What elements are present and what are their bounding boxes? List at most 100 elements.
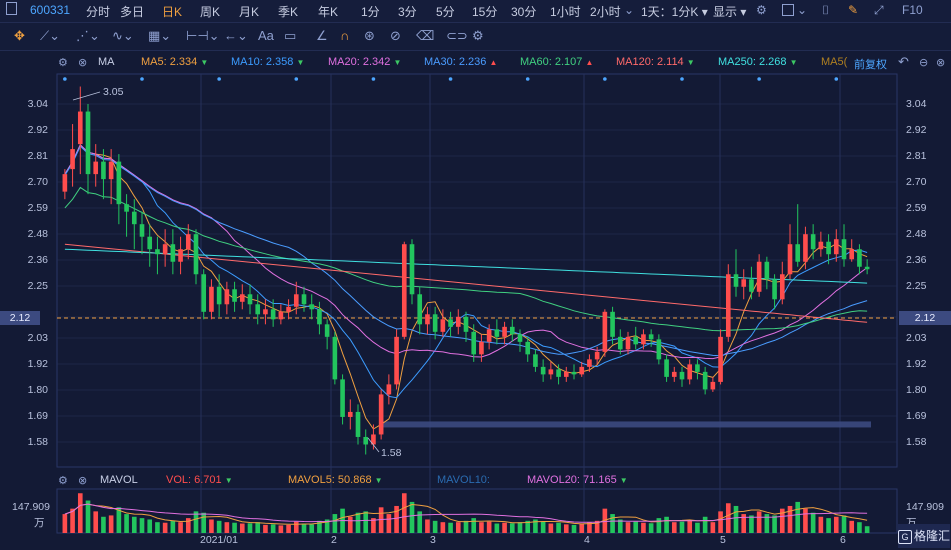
comment-icon[interactable]: ▭: [284, 28, 297, 43]
candle-body: [556, 369, 561, 377]
period-tab-5min[interactable]: 5分: [436, 5, 455, 19]
trash-icon[interactable]: ⌫: [416, 28, 435, 43]
eye-icon[interactable]: ⊛: [364, 28, 375, 43]
volume-bar: [170, 520, 176, 533]
period-tab-quarterly[interactable]: 季K: [278, 5, 299, 19]
camera-icon[interactable]: ⌷: [822, 3, 830, 17]
volume-bar: [479, 522, 484, 533]
candle-body: [648, 334, 654, 340]
mavol20-line: [64, 503, 868, 523]
event-marker: [448, 77, 453, 81]
candle-body: [131, 211, 137, 225]
candle-body: [293, 294, 299, 307]
ma-label[interactable]: MA: [98, 56, 115, 68]
close-icon[interactable]: ⊗: [78, 57, 88, 69]
volume-bar: [70, 508, 75, 533]
period-tab-intraday[interactable]: 分时: [86, 5, 111, 19]
text-tool-icon[interactable]: Aa: [258, 28, 274, 43]
candle-body: [209, 286, 214, 312]
ma20-value: MA20: 2.342 ▼: [328, 56, 402, 68]
ruler-icon[interactable]: ∠: [316, 28, 328, 43]
candle-body: [610, 311, 615, 337]
high-annotation: 3.05: [103, 86, 124, 98]
volume-bar: [401, 493, 407, 533]
adjust-mode-button[interactable]: 前复权: [852, 56, 887, 72]
range-dropdown[interactable]: 1天：1分K ▾: [641, 5, 708, 19]
link-icon[interactable]: ⊂⊃: [446, 28, 468, 43]
volume-bar: [710, 522, 716, 533]
fib-tool-icon[interactable]: ▦⌄: [148, 28, 172, 43]
period-tab-daily[interactable]: 日K: [162, 5, 183, 19]
period-tab-weekly[interactable]: 周K: [200, 5, 221, 19]
candle-body: [224, 289, 230, 305]
date-label: 4: [584, 534, 590, 546]
candle-body: [718, 336, 723, 382]
line-tool-icon[interactable]: ⟋⌄: [40, 28, 60, 43]
volume-bar: [656, 518, 662, 533]
wave-tool-icon[interactable]: ∿⌄: [112, 28, 134, 43]
period-tab-30min[interactable]: 30分: [511, 5, 537, 19]
period-toolbar: 600331 分时 多日 日K 周K 月K 季K 年K 1分 3分 5分 15分…: [0, 0, 951, 23]
candle-body: [332, 336, 338, 380]
f10-button[interactable]: F10: [902, 3, 923, 17]
event-marker: [217, 77, 221, 81]
volume-bar: [610, 514, 615, 533]
period-tab-yearly[interactable]: 年K: [318, 5, 339, 19]
period-tab-2hour[interactable]: 2小时: [590, 5, 621, 19]
magnet-icon[interactable]: ∩: [340, 28, 350, 43]
logo-g-icon: G: [898, 529, 912, 544]
volume-bar: [108, 515, 114, 533]
watermark-logo: G 格隆汇: [898, 524, 950, 548]
ma20-line: [64, 144, 868, 360]
ma60-value: MA60: 2.107 ▲: [520, 56, 594, 68]
channel-tool-icon[interactable]: ⋰⌄: [76, 28, 100, 43]
candle-body: [563, 371, 569, 377]
checkbox-icon[interactable]: [782, 4, 794, 19]
volume-bar: [255, 522, 261, 533]
gear-icon[interactable]: ⚙: [58, 475, 68, 487]
period-tab-monthly[interactable]: 月K: [239, 5, 260, 19]
candle-body: [440, 319, 446, 332]
candle-body: [62, 174, 68, 192]
candle-body: [170, 244, 176, 262]
minus-icon[interactable]: ⊖: [919, 57, 929, 69]
display-menu[interactable]: 显示 ▾: [713, 5, 747, 19]
fullscreen-icon[interactable]: ⤢: [874, 3, 884, 17]
low-annotation: 1.58: [381, 447, 402, 459]
candle-body: [77, 111, 83, 145]
gear-icon[interactable]: ⚙: [756, 3, 767, 17]
candle-body: [255, 304, 261, 315]
close-icon[interactable]: ⊗: [936, 57, 946, 69]
close-icon[interactable]: ⊗: [78, 475, 88, 487]
period-tab-3min[interactable]: 3分: [398, 5, 417, 19]
arrow-tool-icon[interactable]: ←⌄: [224, 28, 248, 43]
candle-body: [355, 411, 361, 437]
pencil-icon[interactable]: ✎: [848, 3, 859, 17]
period-tab-multiday[interactable]: 多日: [120, 5, 145, 19]
mavol-label[interactable]: MAVOL: [100, 474, 138, 486]
ma120-line: [64, 243, 868, 323]
date-label: 5: [720, 534, 726, 546]
volume-bar: [147, 519, 153, 533]
candle-body: [733, 274, 739, 287]
price-tick-label: 2.25: [27, 280, 48, 292]
chevron-down-icon[interactable]: ⌄: [797, 3, 808, 17]
hide-icon[interactable]: ⊘: [390, 28, 401, 43]
period-tab-1hour[interactable]: 1小时: [550, 5, 581, 19]
more-chevron-icon[interactable]: ⌄: [624, 3, 635, 17]
period-tab-15min[interactable]: 15分: [472, 5, 498, 19]
period-tab-1min[interactable]: 1分: [361, 5, 380, 19]
volume-bar: [779, 508, 785, 533]
candle-body: [479, 341, 484, 355]
crosshair-icon[interactable]: ✥: [14, 28, 25, 43]
stock-code[interactable]: 600331: [30, 3, 71, 17]
volume-bar: [702, 516, 708, 533]
candle-body: [671, 371, 677, 377]
layout-icon[interactable]: [6, 2, 17, 18]
gear-icon[interactable]: ⚙: [58, 57, 68, 69]
settings-icon[interactable]: ⚙: [472, 28, 484, 43]
range-tool-icon[interactable]: ⊢⊣⌄: [186, 28, 220, 43]
undo-icon[interactable]: ↶: [898, 54, 909, 69]
volume-bar: [209, 519, 214, 533]
